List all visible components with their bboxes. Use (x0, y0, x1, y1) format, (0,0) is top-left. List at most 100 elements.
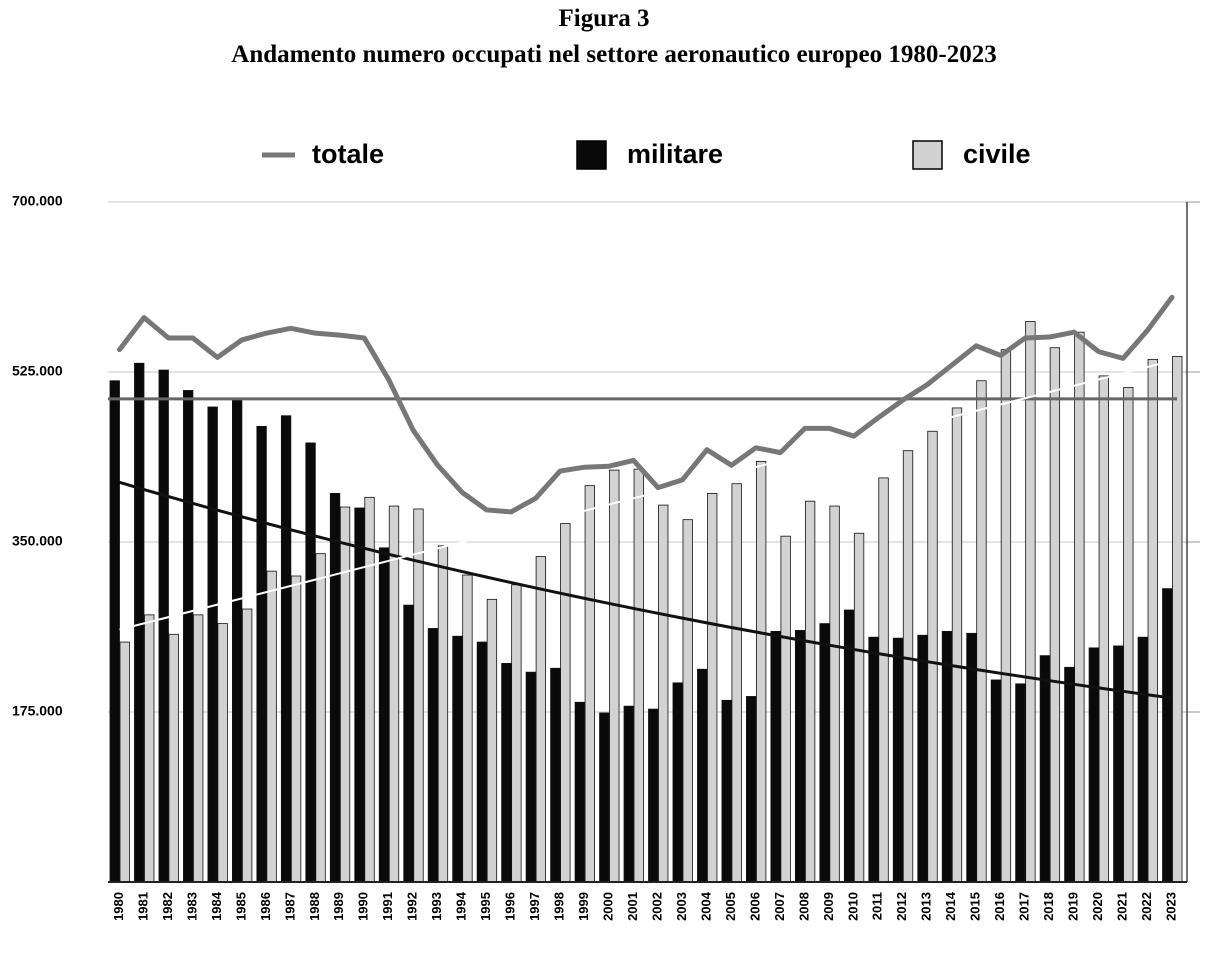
bar (941, 630, 953, 883)
bar (623, 705, 634, 883)
x-tick-label: 1999 (576, 892, 591, 921)
bar (599, 712, 610, 883)
x-tick-label: 1991 (380, 892, 395, 921)
x-tick-label: 1987 (282, 892, 297, 921)
x-tick-label: 2004 (698, 891, 713, 921)
x-tick-label: 2010 (845, 892, 860, 921)
bar (1172, 356, 1183, 883)
x-tick-label: 2006 (747, 892, 762, 921)
bar (1000, 349, 1012, 883)
x-tick-label: 2007 (772, 892, 787, 921)
chart-subtitle: Andamento numero occupati nel settore ae… (231, 41, 996, 68)
legend-swatch (912, 140, 943, 170)
x-tick-label: 1983 (184, 892, 199, 921)
x-tick-label: 1993 (429, 892, 444, 921)
bar (1088, 647, 1099, 883)
bar (1049, 347, 1061, 883)
bar (256, 425, 267, 883)
bar (574, 701, 585, 883)
x-tick-label: 1982 (160, 892, 175, 921)
bar (658, 504, 669, 883)
bar (951, 407, 963, 883)
bar (501, 663, 512, 883)
x-tick-label: 2021 (1115, 892, 1130, 921)
bar (280, 415, 292, 883)
x-tick-label: 1990 (356, 892, 371, 921)
bar (1123, 387, 1134, 883)
bar (1162, 588, 1173, 883)
x-tick-label: 2001 (625, 892, 640, 921)
bar (878, 477, 889, 883)
bar (1015, 683, 1026, 883)
bar (183, 390, 194, 883)
bar (1147, 358, 1158, 883)
bar (266, 570, 277, 883)
trend-line (119, 480, 1173, 700)
bar (329, 493, 341, 883)
x-tick-label: 2016 (992, 892, 1007, 921)
x-tick-label: 1988 (307, 892, 322, 921)
bar (584, 485, 595, 883)
bar (290, 575, 302, 883)
x-tick-label: 1996 (503, 892, 518, 921)
bar (770, 630, 781, 883)
bar (1137, 636, 1148, 883)
line (117, 294, 1175, 515)
x-tick-label: 2008 (796, 892, 811, 921)
bar (158, 369, 169, 883)
bar (144, 614, 155, 883)
x-tick-label: 1980 (111, 892, 126, 921)
legend-label: civile (963, 139, 1031, 169)
bar (829, 505, 840, 883)
x-tick-label: 2013 (919, 892, 934, 921)
bar (917, 634, 928, 883)
x-tick-label: 2011 (870, 892, 885, 920)
bar (746, 696, 757, 883)
y-tick-label: 525.000 (12, 363, 63, 379)
bar (109, 380, 120, 883)
bar (780, 535, 791, 883)
bar (1064, 666, 1075, 883)
x-tick-label: 1994 (454, 891, 469, 921)
bar (168, 633, 179, 883)
x-tick-label: 1984 (209, 891, 224, 921)
x-tick-label: 2017 (1017, 892, 1032, 921)
x-tick-label: 2015 (968, 892, 983, 921)
bar (364, 496, 375, 883)
x-tick-label: 2003 (674, 892, 689, 921)
bar (633, 468, 644, 883)
bar (853, 532, 865, 883)
bar (804, 500, 816, 883)
y-tick-label: 700.000 (12, 193, 63, 209)
x-tick-label: 2022 (1139, 892, 1154, 921)
bar (462, 574, 473, 883)
bar (403, 604, 414, 883)
bar (217, 623, 228, 883)
x-tick-label: 1989 (331, 892, 346, 921)
legend-swatch (576, 140, 607, 170)
x-tick-label: 2023 (1163, 892, 1178, 921)
x-tick-label: 1985 (233, 892, 248, 921)
bar (560, 523, 571, 883)
bar (1039, 655, 1051, 883)
bar (452, 635, 463, 883)
bar (193, 614, 204, 883)
bar (707, 493, 718, 883)
bar (892, 637, 904, 883)
bar (207, 406, 218, 883)
bar (682, 519, 693, 883)
x-tick-label: 2005 (723, 892, 738, 921)
bar (990, 679, 1002, 883)
bar (756, 460, 767, 883)
y-tick-label: 350.000 (12, 533, 63, 549)
x-tick-label: 2020 (1090, 892, 1105, 921)
x-tick-label: 2002 (649, 892, 664, 921)
bar (1074, 331, 1085, 883)
bar (731, 483, 742, 883)
bar (697, 668, 708, 883)
bar (868, 636, 879, 883)
bar (976, 380, 987, 883)
bar (843, 609, 855, 883)
bar (609, 469, 620, 883)
